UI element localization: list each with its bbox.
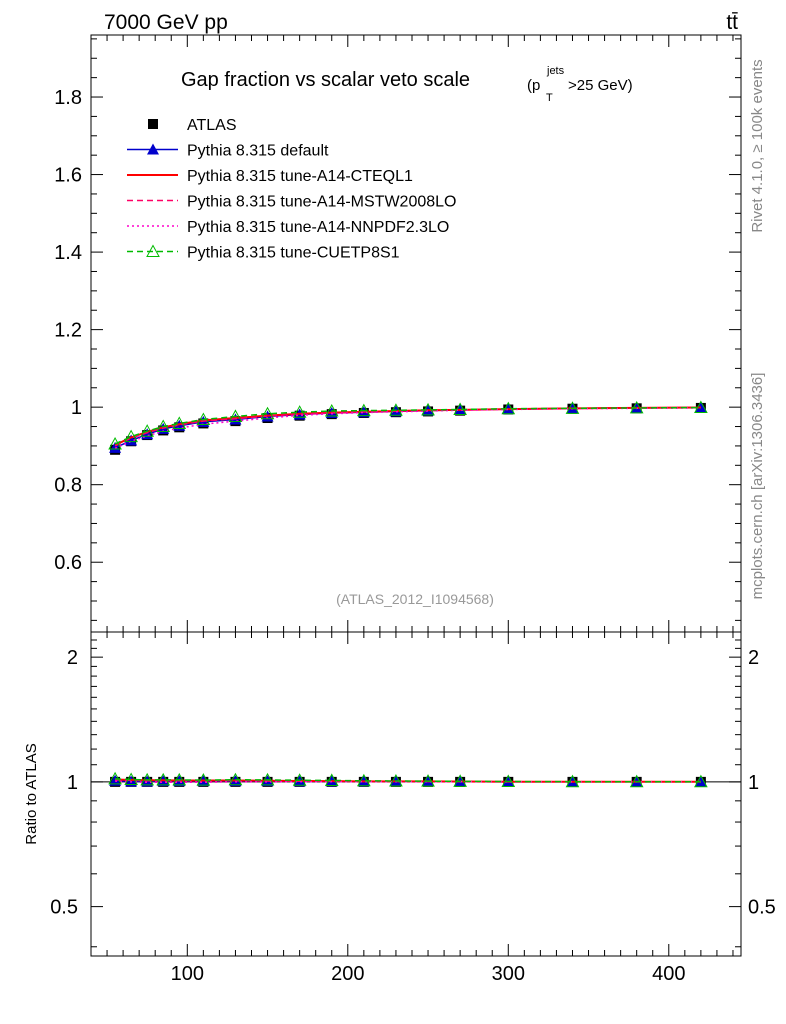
ratio-tick-label: 0.5 — [50, 897, 78, 919]
line-mstw — [114, 406, 701, 447]
x-tick-label: 200 — [331, 963, 364, 985]
axes-layer: 100 200 300 400 0.6 0.8 1 1.2 1.4 1.6 1.8 0.5 0.5 1 1 2… — [50, 35, 776, 985]
legend-entry-mstw: Pythia 8.315 tune-A14-MSTW2008LO — [127, 194, 456, 211]
ratio-point-cuetp8s1 — [156, 772, 171, 786]
title-paren: (p — [527, 77, 540, 94]
point-cuetp8s1 — [629, 400, 644, 414]
ratio-point-cuetp8s1 — [196, 773, 211, 786]
y-tick-label: 1.2 — [54, 320, 82, 342]
point-cuetp8s1 — [156, 419, 171, 433]
legend-label-cuetp8s1: Pythia 8.315 tune-CUETP8S1 — [187, 245, 400, 262]
point-default — [109, 441, 122, 453]
legend-entry-cteql1: Pythia 8.315 tune-A14-CTEQL1 — [127, 168, 413, 185]
ratio-point-cuetp8s1 — [228, 772, 243, 786]
chart-title: Gap fraction vs scalar veto scale — [181, 69, 470, 91]
point-default — [694, 401, 707, 413]
ratio-ylabel: Ratio to ATLAS — [23, 743, 40, 844]
ratio-tick-label: 2 — [67, 647, 78, 669]
ratio-point-cuetp8s1 — [124, 772, 138, 786]
ratio-point-default — [125, 775, 138, 787]
point-default — [125, 434, 138, 446]
y-tick-label: 1.8 — [54, 87, 82, 109]
x-tick-label: 400 — [652, 963, 685, 985]
point-cuetp8s1 — [196, 412, 211, 426]
ratio-point-cuetp8s1 — [694, 774, 708, 788]
legend-label-cteql1: Pythia 8.315 tune-A14-CTEQL1 — [187, 168, 413, 185]
title-rest: >25 GeV) — [568, 77, 633, 94]
point-cuetp8s1 — [172, 416, 187, 429]
point-cuetp8s1 — [292, 405, 307, 418]
legend-label-data: ATLAS — [187, 117, 237, 134]
series-cuetp8s1 — [108, 400, 708, 788]
mcplots-label: mcplots.cern.ch [arXiv:1306.3436] — [749, 373, 766, 600]
y-tick-label: 1.4 — [54, 242, 82, 264]
point-cuetp8s1 — [421, 402, 435, 416]
legend-entry-cuetp8s1: Pythia 8.315 tune-CUETP8S1 — [127, 244, 400, 262]
ratio-tick-label-right: 1 — [748, 772, 759, 794]
point-cuetp8s1 — [124, 429, 138, 443]
legend: ATLAS Pythia 8.315 default Pythia 8.315 tu… — [127, 117, 456, 262]
ratio-line-cuetp8s1 — [115, 778, 701, 783]
ratio-point-cuetp8s1 — [453, 774, 467, 787]
y-tick-label: 0.8 — [54, 475, 82, 497]
legend-label-mstw: Pythia 8.315 tune-A14-MSTW2008LO — [187, 194, 456, 211]
ratio-point-cuetp8s1 — [324, 773, 339, 786]
legend-label-default: Pythia 8.315 default — [187, 143, 329, 160]
y-tick-label: 0.6 — [54, 552, 82, 574]
ratio-point-cuetp8s1 — [172, 772, 187, 786]
series-nnpdf — [114, 407, 701, 783]
legend-entry-nnpdf: Pythia 8.315 tune-A14-NNPDF2.3LO — [127, 219, 449, 236]
ratio-point-cuetp8s1 — [389, 773, 403, 787]
ratio-point-cuetp8s1 — [565, 774, 580, 788]
point-cuetp8s1 — [228, 409, 243, 422]
ratio-point-cuetp8s1 — [356, 773, 371, 787]
title-sub: T — [546, 92, 553, 104]
ratio-point-cuetp8s1 — [292, 773, 307, 786]
ratio-point-cuetp8s1 — [260, 772, 275, 786]
ratio-frame — [90, 631, 742, 957]
legend-label-nnpdf: Pythia 8.315 tune-A14-NNPDF2.3LO — [187, 219, 449, 236]
ratio-line-nnpdf — [115, 780, 701, 783]
ratio-point-cuetp8s1 — [501, 774, 516, 788]
point-cuetp8s1 — [356, 403, 371, 417]
y-tick-label: 1 — [71, 397, 82, 419]
point-cuetp8s1 — [453, 402, 467, 415]
ratio-tick-label-right: 2 — [748, 647, 759, 669]
ratio-point-cuetp8s1 — [421, 774, 435, 787]
ratio-tick-label: 1 — [67, 772, 78, 794]
point-cuetp8s1 — [501, 401, 516, 415]
point-cuetp8s1 — [565, 401, 580, 414]
ratio-point-cuetp8s1 — [140, 772, 155, 786]
energy-label: 7000 GeV pp — [104, 11, 228, 34]
series-layer — [108, 400, 708, 788]
ratio-point-cuetp8s1 — [629, 774, 644, 788]
point-cuetp8s1 — [389, 403, 403, 416]
point-cuetp8s1 — [694, 400, 708, 414]
point-cuetp8s1 — [260, 406, 275, 420]
ratio-tick-label-right: 0.5 — [748, 897, 776, 919]
x-tick-label: 300 — [492, 963, 525, 985]
ratio-point-cuetp8s1 — [108, 771, 122, 785]
point-cuetp8s1 — [108, 436, 122, 450]
y-tick-label: 1.6 — [54, 165, 82, 187]
legend-marker-cuetp8s1 — [146, 244, 160, 257]
legend-entry-data: ATLAS — [148, 117, 237, 134]
legend-entry-default: Pythia 8.315 default — [127, 143, 329, 160]
process-label: tt̄ — [726, 11, 738, 34]
title-sup: jets — [546, 65, 565, 77]
rivet-label: Rivet 4.1.0, ≥ 100k events — [749, 59, 766, 232]
x-tick-label: 100 — [171, 963, 204, 985]
line-cuetp8s1 — [114, 406, 701, 445]
legend-marker-default — [147, 143, 159, 155]
point-cuetp8s1 — [140, 424, 155, 437]
analysis-id: (ATLAS_2012_I1094568) — [336, 591, 494, 607]
point-cuetp8s1 — [324, 403, 339, 417]
legend-marker-data — [148, 119, 158, 129]
